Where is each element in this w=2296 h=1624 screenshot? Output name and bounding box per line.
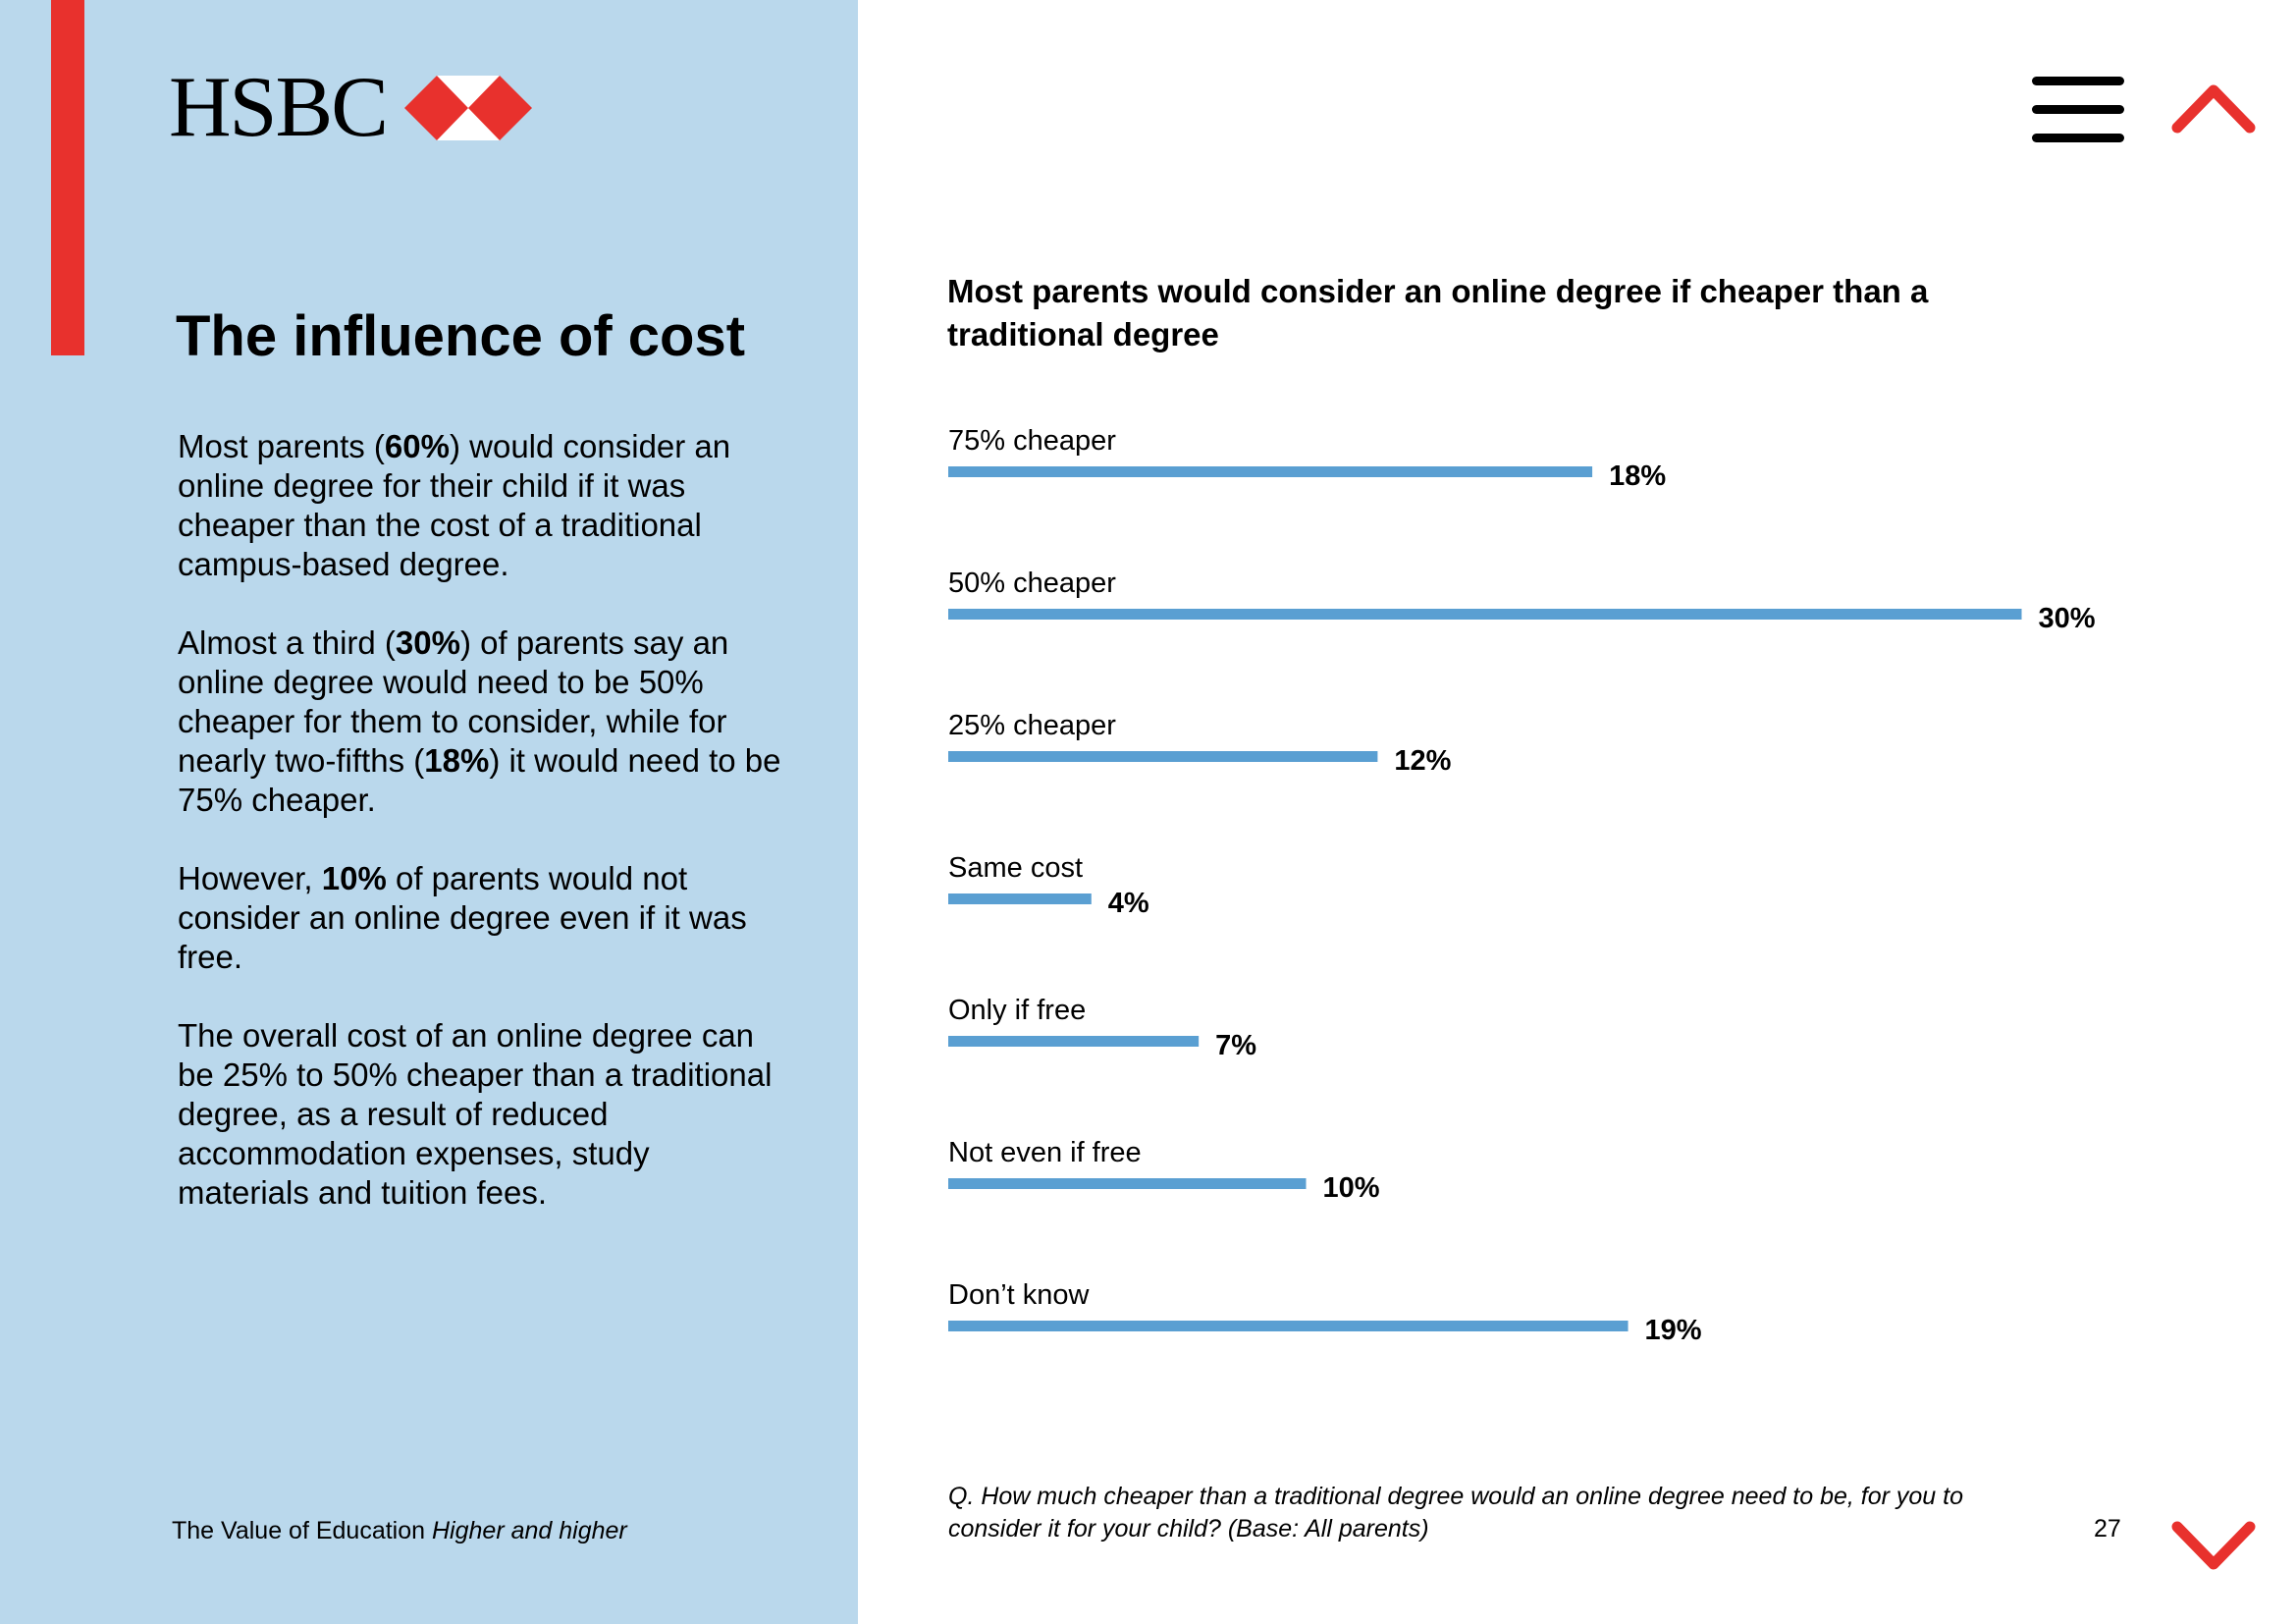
body-paragraph: However, 10% of parents would not consid…	[178, 859, 786, 977]
bar	[948, 466, 1593, 477]
category-label: 25% cheaper	[948, 710, 1116, 741]
highlight-figure: 60%	[384, 428, 450, 464]
hamburger-menu-icon[interactable]	[2032, 77, 2124, 145]
value-label: 4%	[1108, 888, 1149, 919]
value-label: 10%	[1323, 1172, 1380, 1204]
left-panel	[0, 0, 858, 1624]
value-label: 19%	[1645, 1315, 1702, 1346]
value-label: 12%	[1394, 745, 1451, 777]
page-number: 27	[2094, 1515, 2121, 1543]
body-paragraph: Most parents (60%) would consider an onl…	[178, 427, 786, 584]
highlight-figure: 18%	[424, 742, 490, 779]
chevron-up-icon[interactable]	[2171, 81, 2256, 135]
publication-subtitle: Higher and higher	[432, 1517, 627, 1544]
hsbc-logo: HSBC	[169, 60, 532, 155]
publication-footer: The Value of Education Higher and higher	[172, 1515, 627, 1546]
page-title: The influence of cost	[176, 304, 746, 368]
paragraph-text: ) of parents say an online degree would …	[178, 624, 729, 779]
category-label: 75% cheaper	[948, 425, 1116, 457]
survey-question-footnote: Q. How much cheaper than a traditional d…	[948, 1483, 1964, 1543]
paragraph-text: of parents would not consider an online …	[178, 860, 747, 975]
accent-bar	[51, 0, 84, 355]
highlight-figure: 10%	[321, 860, 387, 896]
paragraph-text: However,	[178, 860, 322, 896]
category-label: Don’t know	[948, 1279, 1091, 1311]
paragraph-text: ) would consider an online degree for th…	[178, 428, 731, 582]
category-label: Same cost	[948, 852, 1083, 884]
highlight-figure: 30%	[395, 624, 460, 661]
category-label: Not even if free	[948, 1137, 1142, 1168]
bar	[948, 751, 1378, 762]
body-paragraph: Almost a third (30%) of parents say an o…	[178, 623, 786, 820]
body-paragraph: The overall cost of an online degree can…	[178, 1016, 786, 1213]
paragraph-text: Most parents (	[178, 428, 385, 464]
bar	[948, 1036, 1200, 1047]
value-label: 7%	[1215, 1030, 1256, 1061]
publication-name: The Value of Education	[172, 1517, 426, 1544]
category-label: Only if free	[948, 995, 1086, 1026]
chevron-down-icon[interactable]	[2171, 1517, 2256, 1572]
chart-title: Most parents would consider an online de…	[947, 273, 1929, 352]
bar	[948, 893, 1092, 904]
bar	[948, 609, 2022, 620]
logo-wordmark: HSBC	[169, 60, 389, 155]
paragraph-text: Almost a third (	[178, 624, 396, 661]
hsbc-hexagon-icon	[403, 76, 532, 140]
value-label: 18%	[1609, 460, 1666, 492]
paragraph-text: ) it would need to be 75% cheaper.	[178, 742, 781, 818]
bar	[948, 1178, 1307, 1189]
body-text: Most parents (60%) would consider an onl…	[178, 427, 786, 1252]
paragraph-text: The overall cost of an online degree can…	[178, 1017, 773, 1211]
category-label: 50% cheaper	[948, 568, 1116, 599]
bar	[948, 1321, 1629, 1331]
value-label: 30%	[2039, 603, 2096, 634]
